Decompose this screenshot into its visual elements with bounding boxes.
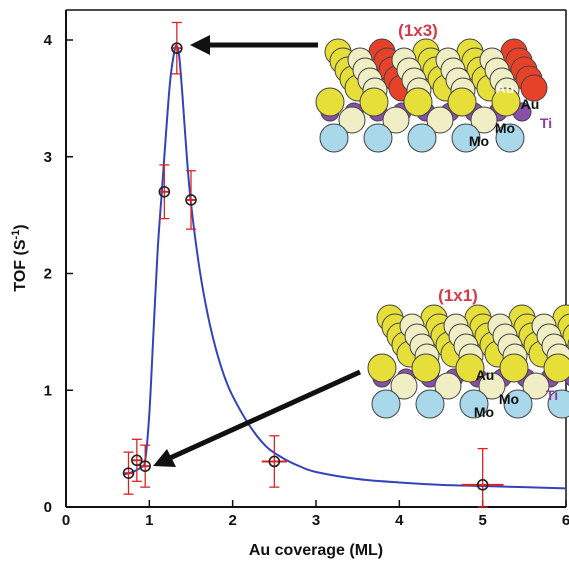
structure-1x1-au-label: Au: [476, 367, 495, 383]
au-atom-front: [411, 353, 441, 383]
au-atom-front: [367, 353, 397, 383]
structure-1x3-ti-label: Ti: [540, 115, 552, 131]
au-atom-front: [491, 87, 521, 117]
data-marker: [139, 460, 151, 472]
data-marker: [185, 194, 197, 206]
structure-1x3-au-label: Au: [521, 96, 540, 112]
structure-1x1-atoms: [367, 304, 569, 419]
mo-atom: [495, 123, 525, 153]
y-tick-label: 3: [44, 149, 52, 166]
arrow-to-low-head: [153, 449, 176, 467]
mo-atom: [371, 389, 401, 419]
x-tick-label: 2: [228, 512, 236, 529]
structure-1x1-mo-label-2: Mo: [474, 404, 494, 420]
data-point: [461, 447, 504, 508]
data-point: [131, 438, 143, 482]
fit-curve: [124, 44, 567, 490]
x-tick-label: 4: [395, 512, 404, 529]
data-marker: [268, 455, 281, 468]
y-axis-label-main: TOF (S: [12, 239, 29, 291]
au-atom-front: [543, 353, 569, 383]
x-ticks: 0 1 2 3 4 5 6: [62, 500, 569, 529]
x-tick-label: 6: [562, 512, 569, 529]
mo-atom-cream: [426, 106, 454, 134]
au-atom-red: [520, 74, 548, 102]
x-tick-label: 5: [478, 512, 486, 529]
data-marker: [158, 185, 171, 198]
data-point: [122, 451, 135, 495]
au-atom-front: [359, 87, 389, 117]
mo-atom-cream: [382, 106, 410, 134]
mo-atom: [407, 123, 437, 153]
y-axis-label-tail: ): [12, 224, 29, 229]
mo-atom-cream: [434, 372, 462, 400]
au-atom-front: [315, 87, 345, 117]
arrow-to-peak-head: [190, 35, 210, 55]
data-point: [185, 170, 197, 230]
mo-atom-cream: [522, 372, 550, 400]
au-atom-front: [403, 87, 433, 117]
mo-atom: [547, 389, 569, 419]
structure-1x3-mo-label-1: Mo: [495, 120, 515, 136]
x-tick-label: 0: [62, 512, 70, 529]
x-tick-label: 3: [312, 512, 320, 529]
mo-atom: [503, 389, 533, 419]
mo-atom: [415, 389, 445, 419]
mo-atom: [459, 389, 489, 419]
structure-1x3-illustration: (1x3) Au Au Mo Mo Ti: [315, 21, 552, 153]
structure-1x1-illustration: (1x1) Au Mo Mo Ti: [367, 286, 569, 420]
data-point: [171, 21, 183, 75]
data-marker: [131, 454, 143, 467]
y-tick-label: 1: [44, 382, 52, 399]
x-axis-label: Au coverage (ML): [249, 542, 383, 559]
structure-1x1-title: (1x1): [438, 286, 478, 305]
data-point: [158, 164, 171, 220]
y-axis-label-sup: -1: [10, 230, 22, 240]
structure-1x3-mo-label-2: Mo: [469, 133, 489, 149]
x-tick-label: 1: [145, 512, 153, 529]
y-tick-label: 4: [44, 32, 53, 49]
data-marker: [122, 467, 135, 479]
data-point: [139, 444, 151, 488]
structure-1x1-mo-label-1: Mo: [499, 391, 519, 407]
mo-atom: [451, 123, 481, 153]
structure-1x3-title: (1x3): [398, 21, 438, 40]
y-ticks: 0 1 2 3 4: [44, 32, 73, 516]
y-tick-label: 0: [44, 499, 52, 516]
mo-atom-cream: [478, 372, 506, 400]
y-tick-label: 2: [44, 266, 52, 283]
y-axis-label: TOF (S-1): [10, 224, 29, 291]
structure-1x1-ti-label: Ti: [546, 387, 558, 403]
au-atom-front: [499, 353, 529, 383]
au-atom-front: [455, 353, 485, 383]
mo-atom-cream: [390, 372, 418, 400]
data-marker: [171, 42, 183, 54]
data-points: [122, 21, 504, 508]
arrow-to-low: [168, 369, 362, 461]
structure-1x3-atoms: [315, 38, 548, 153]
data-marker: [476, 479, 489, 491]
data-point: [261, 435, 287, 488]
mo-atom: [363, 123, 393, 153]
au-atom-front: [447, 87, 477, 117]
mo-atom: [319, 123, 349, 153]
mo-atom-cream: [338, 106, 366, 134]
arrows: [153, 35, 362, 467]
structure-1x3-au-red-label: Au: [496, 80, 515, 96]
mo-atom-cream: [470, 106, 498, 134]
